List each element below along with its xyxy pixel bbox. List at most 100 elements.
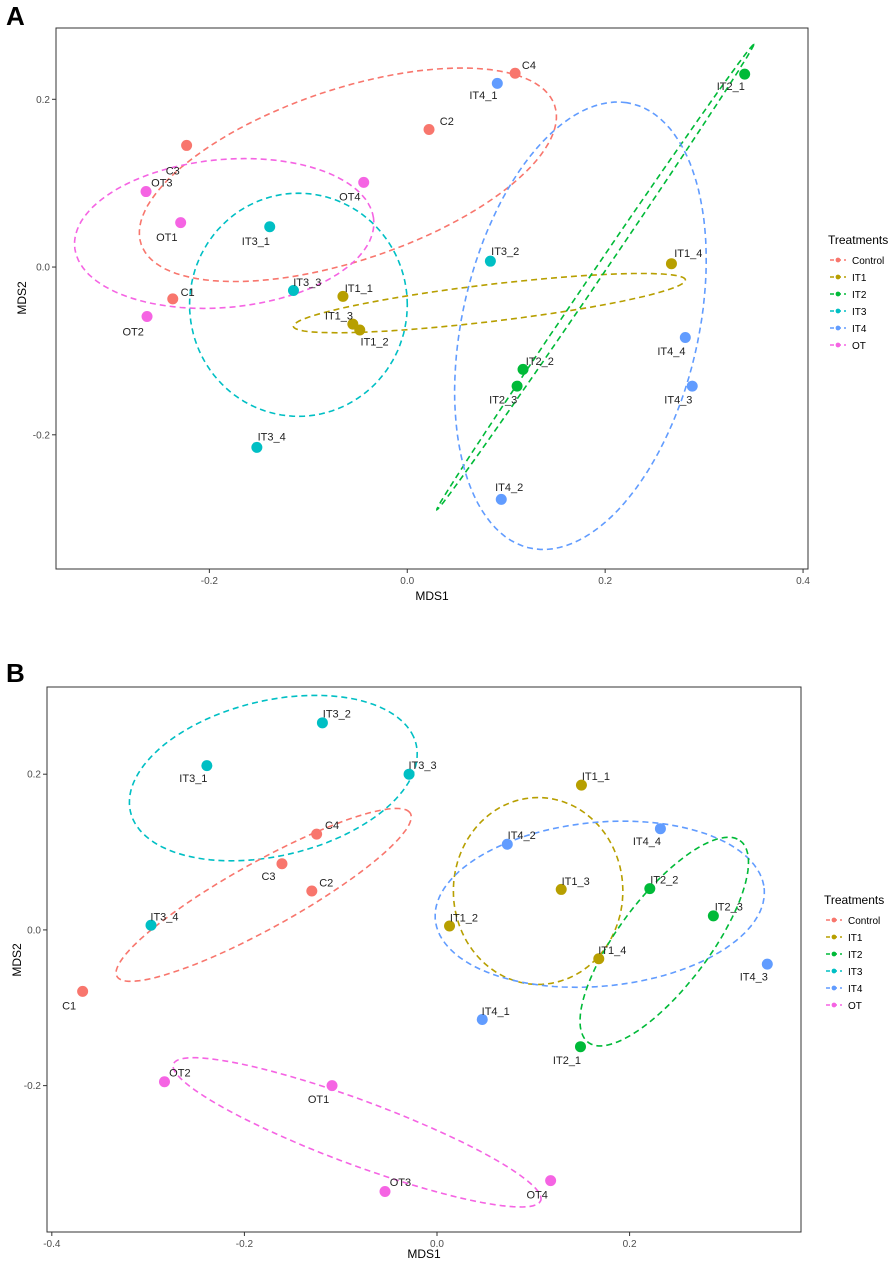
panel-b-legend-label-it2: IT2 xyxy=(848,950,863,961)
panel-a-point-labels: C1 C2 C3 C4 IT1_1 IT1_2 IT1_3 IT1_4 IT2_1 IT2_2 IT… xyxy=(122,60,744,494)
panel-a-ellipse-it2 xyxy=(436,43,755,512)
panel-b-points xyxy=(77,717,773,1198)
panel-a-label-it2-2: IT2_2 xyxy=(526,356,554,368)
panel-a-point-it4-2 xyxy=(495,493,507,505)
panel-a-ellipse-control xyxy=(138,67,558,283)
panel-b-label-it2-3: IT2_3 xyxy=(715,902,743,914)
panel-b-point-it2-1 xyxy=(574,1041,586,1053)
panel-a-label-c4: C4 xyxy=(522,60,536,72)
panel-a-label-ot3: OT3 xyxy=(151,177,172,189)
panel-a-point-it2-2 xyxy=(517,363,529,375)
panel-b-label-it1-4: IT1_4 xyxy=(598,945,626,957)
panel-a-legend-dot-it4 xyxy=(835,325,841,331)
panel-a-label-it4-2: IT4_2 xyxy=(495,482,523,494)
panel-a-legend-label-it2: IT2 xyxy=(852,290,867,301)
panel-a-legend-label-it4: IT4 xyxy=(852,324,867,335)
panel-b-xtick-label: 0.0 xyxy=(430,1239,444,1250)
panel-a-point-c1 xyxy=(167,293,179,305)
panel-b-letter: B xyxy=(6,658,25,688)
panel-b-xtick-label: -0.4 xyxy=(43,1239,61,1250)
panel-a-label-ot2: OT2 xyxy=(122,327,143,339)
panel-b-point-it1-4 xyxy=(593,953,605,965)
panel-b-ylabel: MDS2 xyxy=(10,943,24,977)
panel-a-label-it1-4: IT1_4 xyxy=(674,248,702,260)
panel-a: A -0.2 0.0 0.2 0.4 -0.2 0.0 0.2 C1 C2 C3 C4 IT1_1 I… xyxy=(6,1,888,603)
panel-b-point-c3 xyxy=(276,858,288,870)
panel-a-point-it4-3 xyxy=(686,380,698,392)
panel-b-plot-border xyxy=(46,686,802,1233)
panel-a-axes: -0.2 0.0 0.2 0.4 -0.2 0.0 0.2 xyxy=(33,95,811,587)
panel-b-point-it4-2 xyxy=(501,838,513,850)
panel-b-label-c4: C4 xyxy=(325,820,339,832)
panel-a-label-it2-1: IT2_1 xyxy=(717,81,745,93)
panel-b-point-it1-1 xyxy=(575,779,587,791)
panel-b-label-c2: C2 xyxy=(319,877,333,889)
panel-b-label-it3-3: IT3_3 xyxy=(408,760,436,772)
panel-b-legend-dot-it3 xyxy=(831,968,837,974)
panel-a-point-c4 xyxy=(509,67,521,79)
panel-a-label-it1-1: IT1_1 xyxy=(345,283,373,295)
panel-b-label-it4-1: IT4_1 xyxy=(482,1006,510,1018)
panel-a-xtick-label: 0.0 xyxy=(400,576,414,587)
panel-a-xtick-label: 0.2 xyxy=(598,576,612,587)
panel-a-legend-label-it1: IT1 xyxy=(852,273,867,284)
panel-b-legend-dot-control xyxy=(831,917,837,923)
panel-b-ellipse-ot xyxy=(172,1056,542,1208)
panel-b-label-it3-1: IT3_1 xyxy=(179,773,207,785)
panel-b-point-it3-4 xyxy=(145,919,157,931)
panel-a-legend: Treatments Control IT1 IT2 IT3 IT4 OT xyxy=(828,233,888,352)
panel-a-point-it3-1 xyxy=(264,221,276,233)
panel-b-legend: Treatments Control IT1 IT2 IT3 IT4 OT xyxy=(824,893,884,1012)
panel-a-label-c3: C3 xyxy=(166,166,180,178)
panel-b-label-it4-2: IT4_2 xyxy=(508,830,536,842)
panel-b-point-labels: C1 C2 C3 C4 IT1_1 IT1_2 IT1_3 IT1_4 IT2_1 IT2_2 IT… xyxy=(62,708,768,1201)
panel-b-point-c4 xyxy=(311,828,323,840)
panel-b-point-c1 xyxy=(77,985,89,997)
panel-b-point-it1-3 xyxy=(555,883,567,895)
panel-a-point-ot2 xyxy=(141,311,153,323)
panel-a-point-it4-1 xyxy=(491,77,503,89)
panel-b-label-c3: C3 xyxy=(261,871,275,883)
panel-a-ellipse-it1 xyxy=(292,272,687,334)
panel-b: B -0.4 -0.2 0.0 0.2 -0.2 0.0 0.2 C1 C2 C3 C4 IT1_1… xyxy=(6,658,884,1261)
panel-a-point-c3 xyxy=(181,139,193,151)
panel-b-ellipse-control xyxy=(115,807,413,983)
panel-a-point-c2 xyxy=(423,123,435,135)
panel-b-label-it2-2: IT2_2 xyxy=(650,874,678,886)
panel-b-point-it2-3 xyxy=(707,910,719,922)
panel-a-point-ot4 xyxy=(358,176,370,188)
panel-b-point-it3-1 xyxy=(201,760,213,772)
panel-a-point-it2-1 xyxy=(739,68,751,80)
panel-b-axes: -0.4 -0.2 0.0 0.2 -0.2 0.0 0.2 xyxy=(24,770,637,1250)
panel-a-legend-dot-ot xyxy=(835,342,841,348)
panel-a-label-it3-2: IT3_2 xyxy=(491,246,519,258)
panel-a-label-it4-3: IT4_3 xyxy=(664,395,692,407)
panel-b-point-it4-3 xyxy=(761,958,773,970)
panel-a-point-it2-3 xyxy=(511,380,523,392)
panel-a-label-it3-1: IT3_1 xyxy=(242,236,270,248)
panel-b-legend-label-ot: OT xyxy=(848,1001,862,1012)
panel-b-label-ot4: OT4 xyxy=(526,1190,547,1202)
panel-b-label-it1-2: IT1_2 xyxy=(450,912,478,924)
panel-a-point-it1-3 xyxy=(347,318,359,330)
panel-a-label-c2: C2 xyxy=(440,116,454,128)
panel-a-point-ot3 xyxy=(140,186,152,198)
panel-b-label-it3-2: IT3_2 xyxy=(323,708,351,720)
panel-a-xtick-label: -0.2 xyxy=(201,576,219,587)
panel-b-ellipse-it2 xyxy=(579,836,750,1047)
panel-a-label-it4-4: IT4_4 xyxy=(657,346,685,358)
panel-a-xlabel: MDS1 xyxy=(415,589,449,603)
panel-a-point-ot1 xyxy=(175,217,187,229)
panel-a-label-it1-3: IT1_3 xyxy=(325,311,353,323)
panel-a-plot-border xyxy=(55,27,809,570)
panel-b-point-it4-4 xyxy=(654,823,666,835)
panel-b-ytick-label: 0.2 xyxy=(27,770,41,781)
panel-a-label-it3-3: IT3_3 xyxy=(293,277,321,289)
panel-b-label-it1-1: IT1_1 xyxy=(582,771,610,783)
panel-a-legend-label-ot: OT xyxy=(852,341,866,352)
panel-a-legend-dot-it2 xyxy=(835,291,841,297)
panel-b-point-it4-1 xyxy=(476,1013,488,1025)
panel-b-point-it3-2 xyxy=(316,717,328,729)
panel-a-points xyxy=(140,67,751,505)
panel-a-ellipse-it3 xyxy=(188,192,409,418)
